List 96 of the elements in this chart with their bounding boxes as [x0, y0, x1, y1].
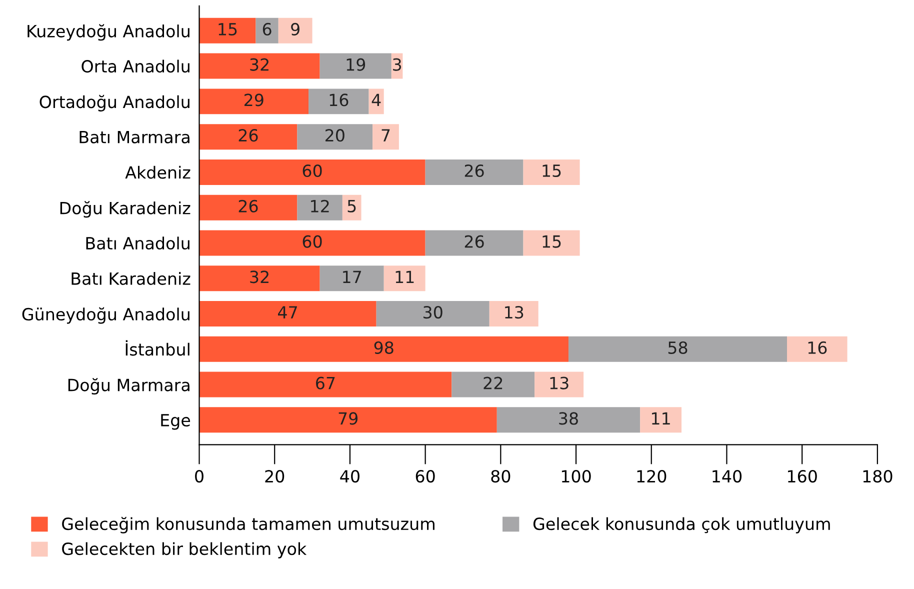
bar: [376, 301, 490, 326]
data-label: 22: [484, 376, 502, 390]
x-tick-label: 120: [637, 470, 666, 483]
y-tick-label: Doğu Karadeniz: [60, 201, 190, 218]
bar: [199, 124, 298, 150]
bar: [568, 336, 788, 362]
bar: [297, 194, 342, 220]
data-label: 19: [346, 58, 366, 71]
bar: [297, 124, 373, 150]
bar: [199, 372, 452, 398]
data-label: 58: [668, 341, 688, 354]
y-tick-label: Güneydoğu Anadolu: [22, 307, 190, 324]
data-label: 11: [652, 412, 670, 425]
data-label: 20: [326, 129, 344, 142]
bar: [199, 230, 426, 256]
data-label: 26: [238, 200, 258, 212]
data-label: 11: [396, 270, 414, 283]
data-label: 5: [348, 200, 356, 212]
data-label: 79: [338, 412, 358, 425]
bar: [320, 266, 384, 292]
data-label: 16: [808, 341, 827, 354]
x-tick-label: 20: [265, 470, 284, 483]
legend-label: Geleceğim konusunda tamamen umutsuzum: [62, 516, 434, 534]
bar: [199, 336, 568, 362]
x-tick-label: 0: [195, 470, 204, 483]
bar: [199, 301, 376, 326]
x-tick-label: 100: [562, 470, 591, 483]
data-label: 26: [464, 235, 484, 248]
x-tick-label: 160: [788, 470, 817, 483]
data-label: 29: [244, 94, 264, 106]
bar: [496, 407, 640, 433]
data-label: 7: [382, 129, 390, 142]
bar: [452, 372, 535, 398]
y-tick-label: İstanbul: [126, 340, 190, 356]
y-tick-label: Batı Marmara: [80, 131, 190, 144]
data-label: 15: [542, 164, 561, 178]
x-tick-label: 40: [340, 470, 360, 483]
x-tick-label: 140: [712, 470, 742, 483]
legend-label: Gelecekten bir beklentim yok: [62, 542, 307, 558]
bar: [320, 53, 392, 79]
y-tick-label: Kuzeydoğu Anadolu: [28, 24, 190, 41]
data-label: 13: [505, 306, 524, 319]
data-label: 4: [372, 94, 381, 106]
data-label: 6: [262, 22, 272, 36]
bar: [278, 18, 312, 44]
bar: [372, 124, 399, 150]
bar: [199, 194, 298, 220]
y-tick-label: Doğu Marmara: [68, 378, 190, 395]
data-label: 15: [218, 23, 237, 36]
bar: [368, 88, 384, 114]
x-tick-label: 60: [416, 470, 435, 483]
data-label: 9: [291, 22, 300, 36]
data-label: 38: [559, 412, 578, 425]
bar: [256, 18, 278, 44]
y-tick-label: Ortadoğu Anadolu: [40, 94, 190, 112]
bar: [640, 407, 682, 433]
y-tick-label: Ege: [161, 414, 190, 430]
data-label: 67: [316, 376, 335, 390]
data-label: 98: [374, 341, 394, 354]
bar: [199, 266, 320, 292]
data-label: 13: [550, 376, 568, 390]
data-label: 47: [278, 306, 297, 318]
data-label: 60: [302, 164, 322, 178]
x-tick-label: 80: [491, 470, 510, 483]
bar: [199, 18, 256, 44]
bar: [308, 88, 369, 114]
bar: [523, 159, 580, 185]
y-tick-label: Batı Karadeniz: [72, 272, 190, 285]
data-label: 15: [542, 235, 561, 248]
bar: [199, 407, 497, 433]
data-label: 16: [330, 94, 348, 106]
data-label: 30: [424, 306, 442, 319]
data-label: 26: [464, 164, 484, 178]
legend-label: Gelecek konusunda çok umutluyum: [533, 517, 830, 534]
bar: [787, 336, 848, 362]
data-label: 32: [250, 270, 268, 284]
data-label: 3: [393, 58, 402, 71]
y-tick-label: Orta Anadolu: [82, 60, 190, 73]
bar: [199, 88, 309, 114]
y-tick-label: Akdeniz: [125, 166, 190, 179]
data-label: 60: [302, 235, 322, 248]
y-tick-label: Batı Anadolu: [86, 236, 190, 250]
data-label: 26: [238, 129, 258, 142]
x-tick-label: 180: [863, 470, 892, 483]
bar: [523, 230, 580, 256]
bar: [199, 159, 426, 185]
bar: [342, 194, 362, 220]
bar: [425, 230, 524, 256]
data-label: 12: [311, 200, 329, 212]
bar: [489, 301, 538, 326]
data-label: 32: [250, 58, 268, 71]
bar: [425, 159, 524, 185]
data-label: 17: [343, 270, 362, 283]
bar: [534, 372, 584, 398]
bar: [384, 266, 426, 292]
bar: [199, 53, 320, 79]
